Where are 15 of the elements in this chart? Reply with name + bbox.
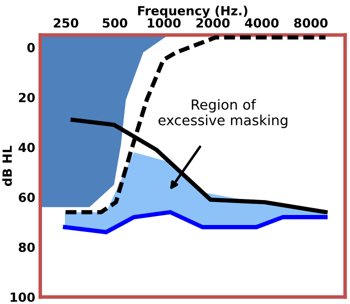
y-tick-label: 80 [18,242,35,252]
y-tick-label: 100 [10,292,35,302]
annotation: Region of excessive masking [158,99,288,128]
x-tick-label: 1000 [148,18,181,28]
y-tick-label: 0 [27,42,35,52]
y-axis-title: dB HL [2,146,12,186]
x-tick-label: 8000 [294,18,328,28]
x-tick-label: 2000 [196,18,230,28]
x-axis-title: Frequency (Hz.) [138,6,248,18]
x-tick-label: 500 [102,18,128,28]
y-tick-label: 20 [18,92,35,102]
y-tick-label: 60 [18,192,35,202]
x-tick-label: 250 [54,18,78,28]
y-tick-label: 40 [18,142,35,152]
x-tick-label: 4000 [244,18,279,28]
